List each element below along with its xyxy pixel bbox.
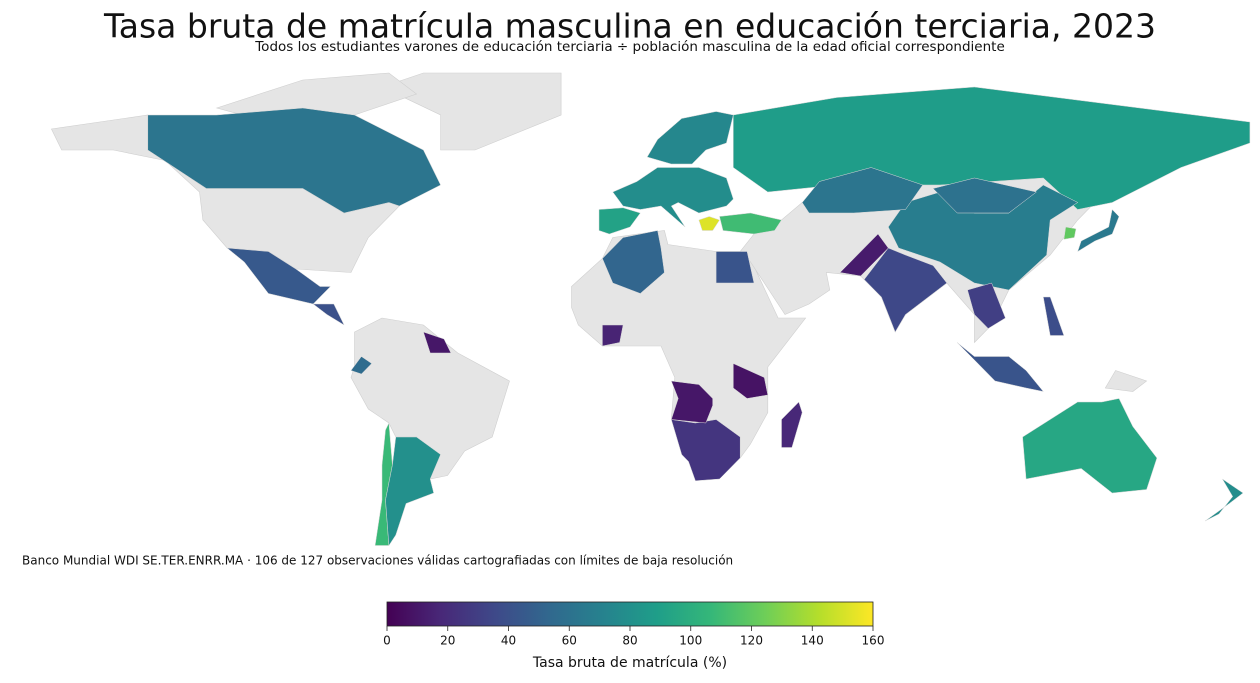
country (385, 436, 441, 547)
source-note: Banco Mundial WDI SE.TER.ENRR.MA · 106 d… (22, 554, 733, 568)
country (612, 167, 734, 228)
country (350, 356, 373, 375)
country (226, 247, 331, 305)
country (863, 247, 948, 333)
country (715, 251, 755, 284)
colorbar-tick-label: 40 (501, 634, 516, 648)
country (839, 233, 889, 277)
country (932, 177, 1037, 214)
country (602, 230, 665, 294)
land (1104, 370, 1148, 392)
country (423, 331, 452, 354)
country (1043, 296, 1065, 336)
colorbar-tick-label: 120 (740, 634, 763, 648)
country (781, 401, 803, 448)
colorbar-tick-label: 80 (622, 634, 637, 648)
colorbar-tick-label: 160 (862, 634, 885, 648)
country (1063, 226, 1077, 240)
country (670, 380, 713, 424)
country (1204, 478, 1244, 522)
country (602, 324, 624, 347)
colorbar-tick-label: 140 (801, 634, 824, 648)
colorbar-tick-label: 60 (562, 634, 577, 648)
country (1022, 398, 1158, 494)
country (1077, 208, 1120, 253)
country (719, 212, 782, 235)
chart-title: Tasa bruta de matrícula masculina en edu… (103, 7, 1156, 46)
country (733, 363, 769, 399)
country (698, 216, 720, 231)
land (350, 317, 510, 480)
countries (147, 86, 1251, 547)
colorbar-tick-label: 20 (440, 634, 455, 648)
country (670, 419, 741, 482)
land (381, 72, 562, 151)
colorbar-tick-label: 0 (383, 634, 391, 648)
country (957, 342, 1044, 392)
country (598, 207, 641, 235)
colorbar-label: Tasa bruta de matrícula (%) (532, 655, 727, 671)
country (967, 282, 1006, 329)
country (801, 167, 924, 214)
country (147, 107, 441, 214)
chart-subtitle: Todos los estudiantes varones de educaci… (254, 39, 1005, 55)
country (646, 111, 734, 165)
country (312, 303, 345, 326)
colorbar (386, 601, 874, 627)
colorbar-tick-label: 100 (679, 634, 702, 648)
